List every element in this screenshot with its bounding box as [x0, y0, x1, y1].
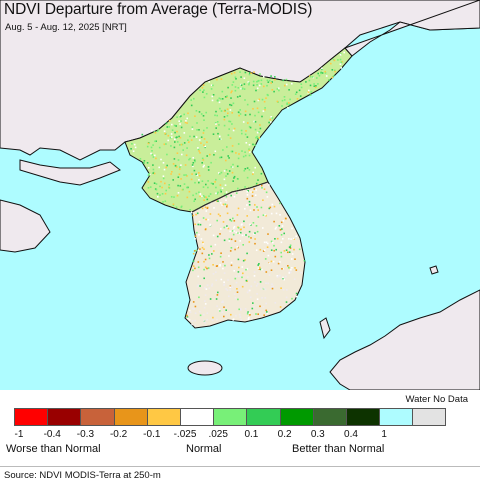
legend: Water No Data -1 -0.4 -0.3 -0.2 -0.1 -.025 .02…	[0, 390, 480, 462]
japan-landmass	[329, 289, 480, 390]
jeju-island	[187, 360, 223, 376]
legend-tick-label: -1	[14, 429, 24, 440]
legend-swatch-5	[179, 408, 215, 426]
legend-tick-label: -0.1	[143, 429, 161, 440]
legend-tick-label: 0.3	[310, 429, 325, 440]
oki-island	[429, 265, 439, 275]
north-korea	[124, 47, 353, 213]
legend-swatch-6	[213, 408, 248, 426]
normal-label: Normal	[186, 443, 222, 455]
liaodong-peninsula	[19, 159, 121, 186]
legend-swatch-10	[345, 408, 381, 426]
legend-swatch-8	[279, 408, 314, 426]
dmz-border	[191, 181, 269, 213]
footer: Source: NDVI MODIS-Terra at 250-m	[0, 466, 480, 483]
legend-swatch-11	[379, 408, 414, 426]
legend-tick-label: 0.2	[277, 429, 292, 440]
worse-than-normal-label: Worse than Normal	[6, 443, 101, 455]
legend-swatch-0	[14, 408, 49, 426]
legend-swatch-12	[412, 408, 447, 426]
source-text: Source: NDVI MODIS-Terra at 250-m	[4, 470, 161, 481]
legend-tick-label: 0.4	[344, 429, 358, 440]
map-canvas	[0, 0, 480, 390]
shandong-peninsula	[0, 199, 51, 253]
legend-swatch-3	[113, 408, 148, 426]
legend-swatch-9	[312, 408, 347, 426]
map-title: NDVI Departure from Average (Terra-MODIS…	[4, 1, 313, 18]
legend-tick-label: 0.1	[244, 429, 259, 440]
legend-swatch-1	[47, 408, 82, 426]
legend-tick-label: -0.3	[76, 429, 95, 440]
legend-tick-label: -0.2	[109, 429, 128, 440]
legend-tick-label: -0.4	[43, 429, 61, 440]
legend-color-bar	[14, 408, 447, 426]
legend-swatch-4	[146, 408, 181, 426]
map-subtitle: Aug. 5 - Aug. 12, 2025 [NRT]	[5, 22, 127, 33]
legend-swatch-7	[246, 408, 281, 426]
ndvi-speckle-layer	[130, 51, 345, 327]
legend-tick-label: 1	[381, 429, 387, 440]
better-than-normal-label: Better than Normal	[292, 443, 385, 455]
primorye-coast	[344, 0, 480, 57]
legend-tick-label: .025	[208, 429, 228, 440]
legend-swatch-2	[80, 408, 115, 426]
map-panel: NDVI Departure from Average (Terra-MODIS…	[0, 0, 480, 390]
tsushima-island	[319, 317, 331, 340]
water-no-data-label: Water No Data	[405, 394, 468, 405]
legend-tick-label: -.025	[173, 429, 197, 440]
